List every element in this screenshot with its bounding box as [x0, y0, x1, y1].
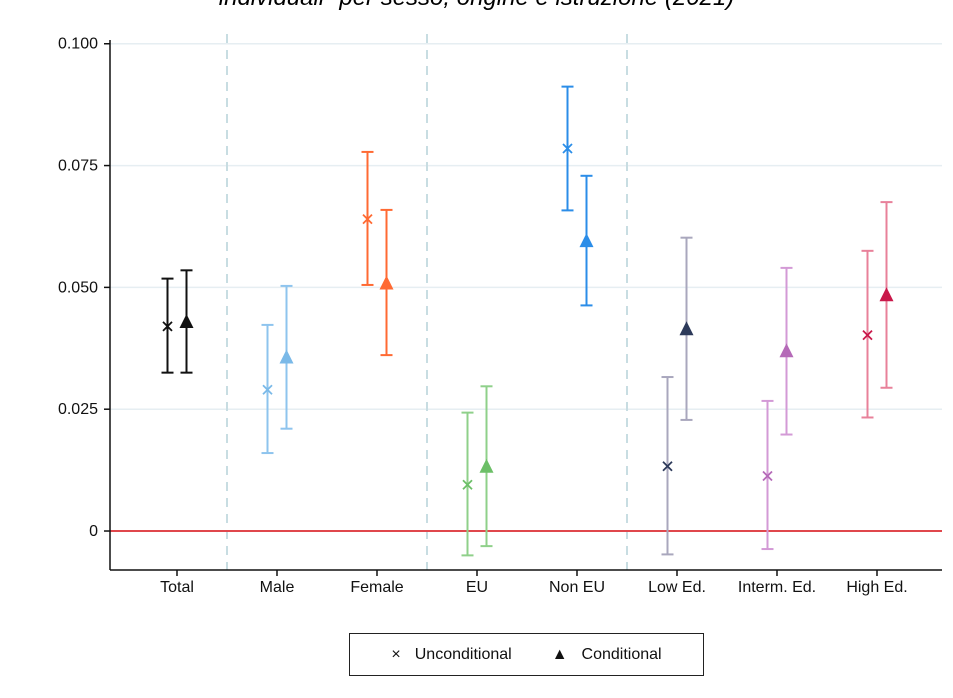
x-tick-label: High Ed. — [846, 579, 907, 596]
ci-point-unconditional — [461, 411, 474, 557]
ci-point-conditional — [579, 174, 594, 307]
x-tick-label: Female — [350, 579, 403, 596]
x-tick-label: EU — [466, 579, 488, 596]
ci-point-unconditional — [761, 399, 774, 551]
ci-point-unconditional — [161, 277, 174, 374]
ci-point-unconditional — [561, 85, 574, 212]
legend: × Unconditional ▲ Conditional — [349, 633, 704, 676]
legend-item-conditional: ▲ Conditional — [552, 646, 662, 664]
triangle-marker — [779, 343, 794, 358]
x-marker — [762, 470, 773, 482]
x-marker — [362, 214, 373, 225]
ci-point-conditional — [379, 208, 394, 357]
x-marker — [462, 479, 473, 490]
triangle-marker — [479, 458, 494, 473]
triangle-marker — [279, 349, 294, 364]
triangle-marker-icon: ▲ — [551, 645, 568, 663]
x-tick-label: Interm. Ed. — [738, 579, 816, 596]
ci-point-conditional — [879, 201, 894, 389]
ci-point-conditional — [679, 236, 694, 421]
x-marker — [562, 143, 573, 154]
x-tick-label: Non EU — [549, 579, 605, 596]
x-tick-label: Low Ed. — [648, 579, 706, 596]
x-marker — [862, 329, 873, 341]
ci-point-conditional — [479, 385, 494, 548]
y-tick-label: 0.100 — [58, 36, 98, 53]
x-marker — [162, 321, 173, 332]
x-tick-label: Total — [160, 579, 194, 596]
triangle-marker — [879, 287, 894, 302]
x-marker — [262, 384, 273, 395]
ci-point-conditional — [179, 269, 194, 374]
triangle-marker — [379, 275, 394, 290]
x-marker — [662, 461, 673, 472]
legend-item-unconditional: × Unconditional — [391, 646, 511, 664]
ci-point-conditional — [279, 284, 294, 430]
ci-point-unconditional — [261, 323, 274, 455]
triangle-marker — [179, 313, 194, 328]
ci-point-unconditional — [861, 249, 874, 419]
chart-title: individuali" per sesso, origine e istruz… — [0, 0, 953, 12]
y-tick-label: 0.075 — [58, 158, 98, 175]
triangle-marker — [679, 321, 694, 336]
ci-point-unconditional — [661, 376, 674, 556]
y-tick-label: 0.050 — [58, 279, 98, 296]
legend-label-conditional: Conditional — [581, 645, 662, 663]
triangle-marker — [579, 233, 594, 248]
ci-point-unconditional — [361, 150, 374, 286]
ci-point-conditional — [779, 266, 794, 436]
x-marker-icon: × — [391, 645, 401, 663]
y-tick-label: 0 — [89, 523, 98, 540]
legend-label-unconditional: Unconditional — [414, 645, 512, 663]
y-tick-label: 0.025 — [58, 401, 98, 418]
x-tick-label: Male — [260, 579, 295, 596]
